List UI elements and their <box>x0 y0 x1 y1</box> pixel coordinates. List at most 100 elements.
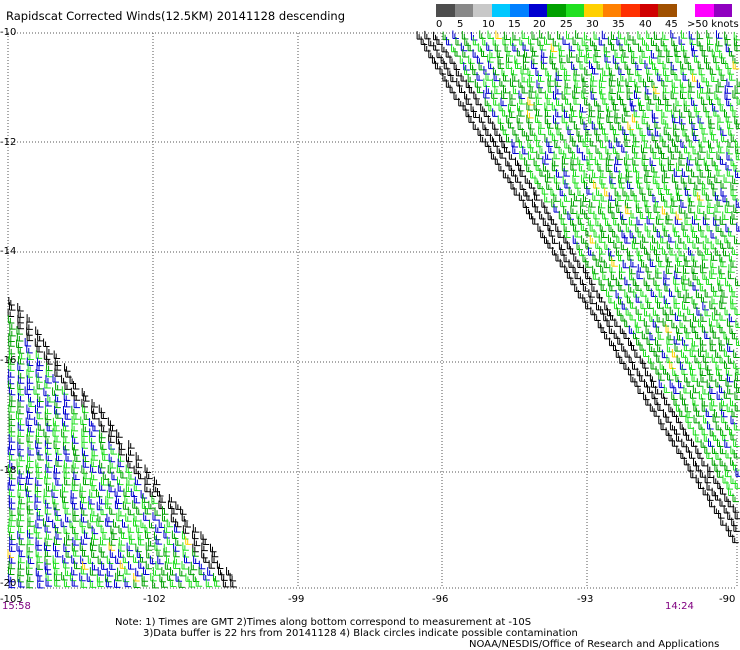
wind-barb <box>572 168 580 177</box>
wind-barb <box>133 579 140 589</box>
wind-barb <box>633 193 641 202</box>
wind-barb <box>635 324 643 334</box>
wind-barb <box>711 354 719 363</box>
wind-barb <box>661 115 668 125</box>
wind-barb <box>501 90 508 100</box>
wind-barb <box>60 489 67 498</box>
wind-barb <box>134 476 142 486</box>
wind-barb <box>595 240 602 249</box>
wind-barb <box>91 525 99 535</box>
wind-barb <box>686 409 694 419</box>
wind-barb <box>668 234 675 243</box>
wind-barb <box>716 37 723 47</box>
wind-barb <box>82 561 89 570</box>
wind-barb <box>627 366 635 376</box>
wind-barb <box>736 96 740 105</box>
wind-barb <box>64 381 71 390</box>
wind-barb <box>616 204 623 213</box>
wind-barb <box>538 84 545 94</box>
wind-barb <box>72 501 79 510</box>
wind-barb <box>9 327 16 337</box>
wind-barb <box>46 422 54 432</box>
wind-barb <box>8 404 15 413</box>
wind-barb <box>637 264 645 273</box>
wind-barb <box>522 61 530 70</box>
wind-barb <box>727 343 734 352</box>
wind-barb <box>615 156 622 166</box>
wind-barb <box>512 85 520 95</box>
wind-barb <box>518 108 525 117</box>
wind-barb <box>663 366 670 375</box>
wind-barb <box>715 378 722 388</box>
wind-barb <box>697 205 704 214</box>
wind-barb <box>563 168 571 177</box>
wind-barb <box>26 525 34 535</box>
wind-barb <box>192 543 199 553</box>
wind-barb <box>709 402 717 411</box>
wind-barb <box>725 277 732 287</box>
wind-barb <box>82 476 90 486</box>
wind-barb <box>727 270 735 280</box>
wind-barb <box>733 204 740 214</box>
wind-barb <box>518 162 525 172</box>
wind-barb <box>91 452 99 461</box>
wind-barb <box>719 270 726 280</box>
wind-barb <box>174 524 181 533</box>
wind-barb <box>609 169 617 179</box>
wind-barb <box>612 102 620 111</box>
wind-barb <box>704 246 712 256</box>
wind-barb <box>697 151 705 160</box>
wind-barb <box>719 486 727 495</box>
wind-barb <box>598 276 606 286</box>
wind-barb <box>646 66 653 75</box>
wind-barb <box>653 223 660 232</box>
wind-barb <box>540 229 547 239</box>
wind-barb <box>559 187 567 197</box>
wind-barb <box>54 368 61 377</box>
wind-barb <box>551 132 559 142</box>
wind-barb <box>71 578 79 587</box>
wind-barb <box>658 372 665 381</box>
wind-barb <box>726 198 733 207</box>
legend-color-bar <box>436 4 736 17</box>
wind-barb <box>718 372 726 382</box>
wind-barb <box>683 456 691 466</box>
wind-barb <box>35 530 43 539</box>
wind-barb <box>510 37 517 46</box>
wind-barb <box>551 198 558 208</box>
wind-barb <box>726 481 734 490</box>
wind-barb <box>642 234 649 243</box>
wind-barb <box>723 390 731 399</box>
wind-barb <box>91 561 99 571</box>
wind-barb <box>54 434 61 443</box>
wind-barb <box>64 398 71 408</box>
wind-barb <box>166 555 173 564</box>
wind-barb <box>598 205 605 215</box>
wind-barb <box>680 199 687 208</box>
wind-barb <box>600 73 607 82</box>
wind-barb <box>531 55 538 65</box>
wind-barb <box>512 73 519 82</box>
wind-barb <box>148 538 155 547</box>
wind-barb <box>733 421 740 431</box>
wind-barb <box>140 519 147 529</box>
wind-barb <box>705 349 713 358</box>
wind-barb <box>120 470 127 479</box>
legend-swatch-8 <box>584 4 603 17</box>
wind-barb <box>207 567 214 576</box>
wind-barb <box>721 414 728 424</box>
wind-barb <box>608 192 616 201</box>
wind-barb <box>24 386 32 395</box>
wind-barb <box>482 36 489 46</box>
wind-barb <box>27 513 34 523</box>
wind-barb <box>560 61 567 70</box>
wind-barb <box>71 422 79 432</box>
wind-barb <box>27 459 34 469</box>
wind-barb <box>128 471 135 480</box>
wind-barb <box>700 264 707 274</box>
wind-barb <box>727 385 734 395</box>
wind-barb <box>515 60 522 69</box>
wind-barb <box>190 561 198 571</box>
wind-barb <box>27 536 34 546</box>
wind-barb <box>589 151 596 160</box>
